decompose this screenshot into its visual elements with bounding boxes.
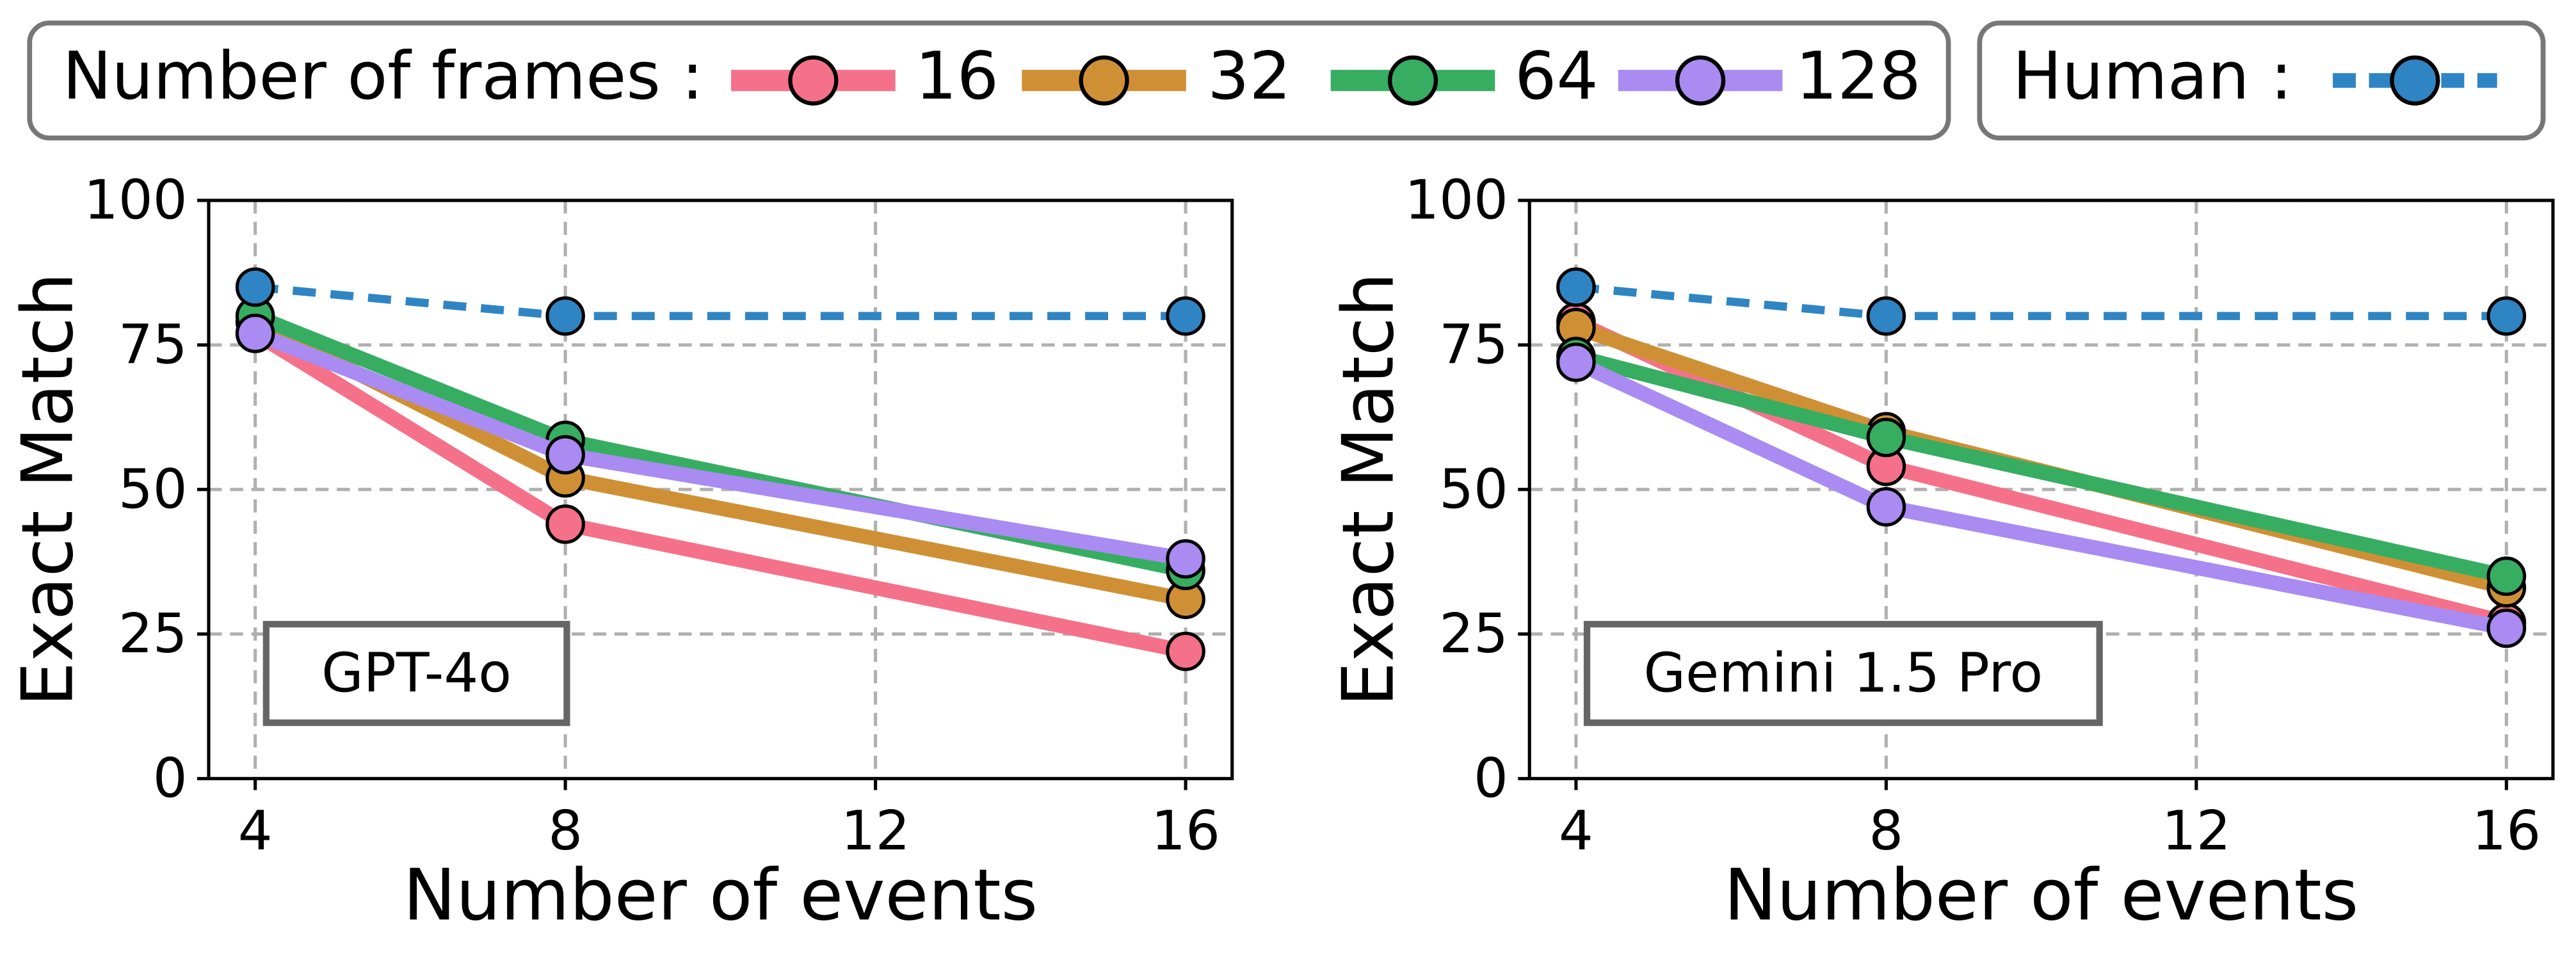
legend-marker [2390, 55, 2440, 106]
legend-marker [1079, 55, 1129, 106]
data-point [235, 314, 275, 353]
y-axis-label: Exact Match [1328, 273, 1410, 707]
data-point [1866, 417, 1906, 458]
x-tick-label: 4 [1559, 799, 1593, 862]
x-tick-label: 12 [2162, 799, 2231, 862]
data-point [1866, 487, 1906, 527]
data-point [1556, 342, 1596, 382]
data-point [1166, 631, 1205, 671]
y-tick-label: 100 [1405, 168, 1508, 232]
legend-box [27, 20, 1951, 141]
x-tick-label: 16 [2472, 799, 2541, 862]
data-point [2486, 556, 2527, 597]
data-point [1166, 539, 1205, 579]
data-point [545, 504, 585, 544]
data-point [2486, 608, 2527, 648]
y-tick-label: 100 [84, 168, 188, 232]
x-tick-label: 16 [1151, 799, 1220, 862]
legend-marker [1387, 55, 1438, 106]
y-tick-label: 25 [1439, 602, 1508, 665]
y-tick-label: 50 [1439, 457, 1508, 520]
x-axis-label: Number of events [1724, 855, 2358, 937]
data-point [1866, 296, 1906, 336]
chart-title: Gemini 1.5 Pro [1644, 641, 2043, 705]
y-tick-label: 75 [118, 312, 188, 376]
legend-label: 64 [1515, 38, 1598, 115]
legend-marker [788, 55, 839, 106]
title-box [262, 621, 570, 726]
title-box [1583, 621, 2103, 726]
data-point [235, 267, 275, 307]
legend-title: Number of frames : [63, 38, 704, 115]
x-axis-label: Number of events [403, 855, 1038, 937]
y-tick-label: 75 [1439, 312, 1508, 376]
x-tick-label: 8 [548, 799, 583, 862]
y-tick-label: 50 [118, 457, 188, 520]
data-point [545, 435, 585, 475]
y-tick-label: 25 [118, 602, 188, 665]
axes-frame [1527, 198, 2555, 780]
legend-label: 128 [1796, 38, 1921, 115]
data-point [1556, 267, 1596, 307]
y-axis-label: Exact Match [7, 273, 89, 707]
data-point [545, 296, 585, 336]
legend-label: 32 [1207, 38, 1291, 115]
x-tick-label: 12 [841, 799, 910, 862]
data-point [2486, 296, 2527, 336]
legend-marker [1675, 55, 1726, 106]
chart-title: GPT-4o [321, 641, 511, 705]
x-tick-label: 8 [1869, 799, 1903, 862]
legend-label: 16 [915, 38, 999, 115]
legend-label: Human : [2013, 38, 2292, 115]
y-tick-label: 0 [1474, 746, 1508, 810]
axes-frame [207, 198, 1234, 780]
legend-box [1977, 20, 2546, 141]
x-tick-label: 4 [238, 799, 273, 862]
data-point [1166, 296, 1205, 336]
y-tick-label: 0 [153, 746, 188, 810]
